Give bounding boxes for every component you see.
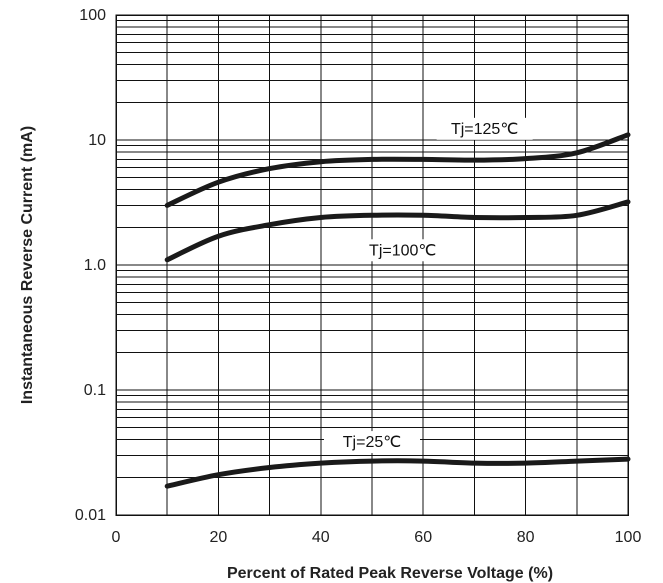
curve-label-background <box>324 431 420 454</box>
grid <box>116 15 628 515</box>
curve-label-tj-125: Tj=125℃ <box>451 121 518 138</box>
x-tick-label: 80 <box>517 529 535 546</box>
curves <box>164 132 631 489</box>
x-tick-label: 20 <box>210 529 228 546</box>
curve-label-background <box>354 239 451 262</box>
y-tick-label: 0.1 <box>84 382 106 399</box>
y-tick-label: 0.01 <box>75 507 106 524</box>
x-tick-labels: 0 20 40 60 80 100 <box>112 529 642 546</box>
curve-label-tj-25: Tj=25℃ <box>343 434 401 451</box>
x-tick-label: 0 <box>112 529 121 546</box>
plot-frame <box>115 14 629 516</box>
x-tick-label: 100 <box>615 529 642 546</box>
y-axis-title: Instantaneous Reverse Current (mA) <box>19 126 36 404</box>
curve-tj-25 <box>164 456 631 489</box>
y-tick-label: 10 <box>88 132 106 149</box>
x-tick-label: 60 <box>414 529 432 546</box>
y-tick-label: 100 <box>79 7 106 24</box>
curve-label-tj-100: Tj=100℃ <box>369 242 436 259</box>
curve-label-background <box>436 117 533 140</box>
y-tick-labels: 0.01 0.1 1.0 10 100 <box>75 7 106 524</box>
curve-tj-100 <box>164 199 631 263</box>
y-tick-label: 1.0 <box>84 257 106 274</box>
x-tick-label: 40 <box>312 529 330 546</box>
x-axis-title: Percent of Rated Peak Reverse Voltage (%… <box>227 565 553 582</box>
curve-labels: Tj=125℃ Tj=100℃ Tj=25℃ <box>324 117 533 454</box>
curve-tj-125 <box>164 132 631 208</box>
